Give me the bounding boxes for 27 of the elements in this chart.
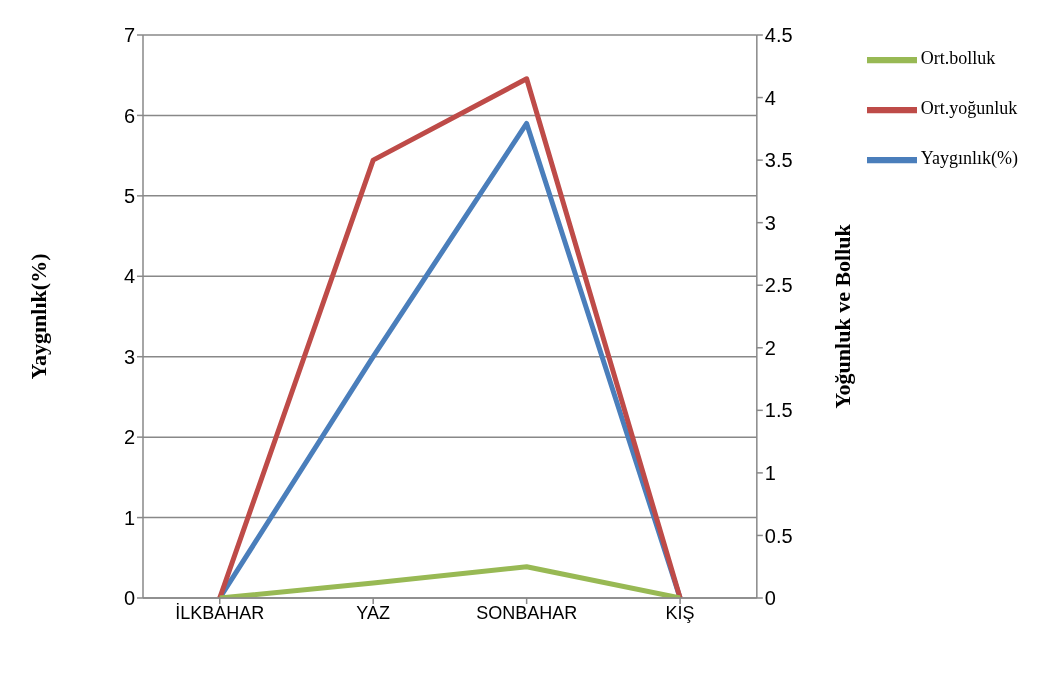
y-tick-label: 0 [123, 587, 135, 610]
x-tick-label: YAZ [356, 602, 391, 623]
legend-label: Ort.yoğunluk [920, 98, 1018, 119]
y-axis-title: Yaygınlık(%) [25, 253, 51, 380]
y-tick-label: 3 [123, 345, 135, 368]
y2-tick-label: 0 [764, 587, 776, 610]
y-tick-label: 1 [123, 506, 135, 529]
y2-tick-label: 4.5 [764, 24, 793, 47]
y2-axis-title: Yoğunluk ve Bolluk [829, 223, 855, 409]
y2-tick-label: 3 [764, 211, 776, 234]
y2-tick-label: 0.5 [764, 524, 793, 547]
y-tick-label: 4 [123, 265, 135, 288]
y-tick-label: 6 [123, 104, 135, 127]
y2-tick-label: 4 [764, 86, 776, 109]
y2-tick-label: 1.5 [764, 399, 793, 422]
y2-tick-label: 2 [764, 336, 776, 359]
y-tick-label: 5 [123, 184, 135, 207]
y-tick-label: 7 [123, 24, 135, 47]
y2-tick-label: 3.5 [764, 149, 793, 172]
y2-tick-label: 2.5 [764, 274, 793, 297]
x-tick-label: İLKBAHAR [175, 602, 265, 623]
y-tick-label: 2 [123, 426, 135, 449]
y2-tick-label: 1 [764, 461, 776, 484]
legend-label: Yaygınlık(%) [920, 148, 1018, 169]
x-tick-label: SONBAHAR [476, 602, 578, 623]
legend-label: Ort.bolluk [920, 48, 996, 69]
x-tick-label: KIŞ [665, 602, 695, 623]
